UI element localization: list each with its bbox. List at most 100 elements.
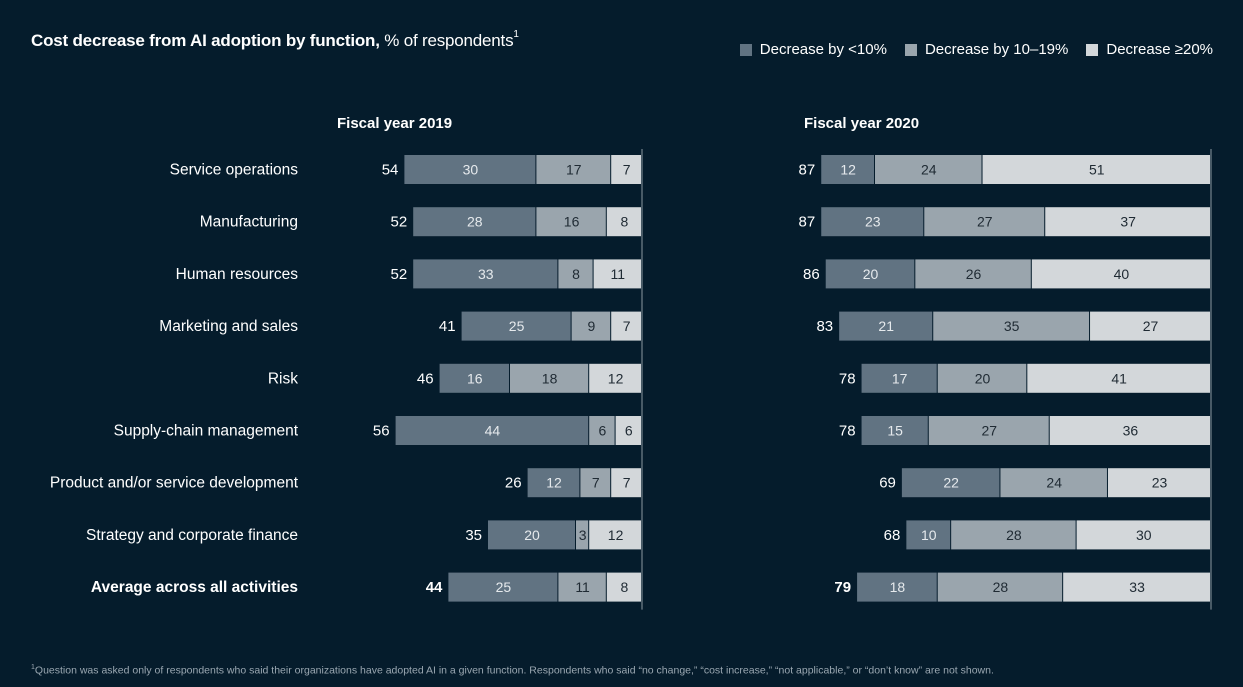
data-label-fiscal-year-2019: 7 <box>623 162 631 178</box>
data-label-fiscal-year-2019: 30 <box>463 162 479 178</box>
data-label-fiscal-year-2020: 21 <box>878 318 894 334</box>
data-label-fiscal-year-2019: 7 <box>592 475 600 491</box>
data-label-fiscal-year-2019: 11 <box>575 579 590 595</box>
bar-segment-fiscal-year-2019 <box>536 155 611 184</box>
bar-segment-fiscal-year-2020 <box>1076 520 1210 550</box>
bar-segment-fiscal-year-2019 <box>606 572 641 602</box>
bar-segment-fiscal-year-2019 <box>413 207 536 237</box>
data-label-fiscal-year-2019: 16 <box>467 370 483 386</box>
data-label-fiscal-year-2019: 7 <box>623 318 631 334</box>
total-label-fiscal-year-2019: 56 <box>373 423 390 440</box>
category-label-service-operations: Service operations <box>170 162 299 179</box>
footnote-marker: 1 <box>31 664 35 671</box>
bar-segment-fiscal-year-2020 <box>901 468 1000 498</box>
bar-segment-fiscal-year-2020 <box>821 155 874 184</box>
data-label-fiscal-year-2019: 44 <box>485 423 501 439</box>
footnote: 1Question was asked only of respondents … <box>31 664 994 677</box>
legend-label-under-10: Decrease by <10% <box>759 41 887 58</box>
bar-segment-fiscal-year-2019 <box>413 259 558 289</box>
data-label-fiscal-year-2020: 27 <box>981 423 997 439</box>
bar-segment-fiscal-year-2020 <box>937 363 1027 393</box>
bar-segment-fiscal-year-2019 <box>593 259 641 289</box>
bar-segment-fiscal-year-2020 <box>839 311 933 341</box>
total-label-fiscal-year-2019: 44 <box>426 579 443 596</box>
bar-segment-fiscal-year-2019 <box>589 520 641 550</box>
category-label-average-across-all-activities: Average across all activities <box>91 579 298 596</box>
data-label-fiscal-year-2020: 28 <box>993 579 1009 595</box>
legend-item-under-10: Decrease by <10% <box>739 41 887 58</box>
data-label-fiscal-year-2020: 22 <box>943 475 959 491</box>
legend-swatch-under-10 <box>739 43 752 56</box>
bar-segment-fiscal-year-2019 <box>488 520 575 550</box>
data-label-fiscal-year-2019: 8 <box>572 266 580 282</box>
panel-title-fiscal-year-2019: Fiscal year 2019 <box>337 115 452 132</box>
total-label-fiscal-year-2019: 46 <box>417 370 434 387</box>
data-label-fiscal-year-2019: 20 <box>524 527 540 543</box>
data-label-fiscal-year-2020: 12 <box>840 162 856 178</box>
bar-segment-fiscal-year-2019 <box>589 416 615 445</box>
bar-segment-fiscal-year-2019 <box>404 155 536 184</box>
total-label-fiscal-year-2019: 26 <box>505 475 522 492</box>
bar-segment-fiscal-year-2019 <box>448 572 558 602</box>
category-label-risk: Risk <box>268 370 298 387</box>
bar-segment-fiscal-year-2019 <box>611 155 641 184</box>
chart-title-unit: % of respondents <box>379 31 514 50</box>
data-label-fiscal-year-2020: 20 <box>863 266 879 282</box>
bar-segment-fiscal-year-2020 <box>906 520 951 550</box>
bar-segment-fiscal-year-2020 <box>1031 259 1210 289</box>
chart-title-main: Cost decrease from AI adoption by functi… <box>31 31 380 50</box>
data-label-fiscal-year-2020: 26 <box>966 266 982 282</box>
bar-segment-fiscal-year-2019 <box>439 363 509 393</box>
title-footnote-marker: 1 <box>513 29 519 41</box>
total-label-fiscal-year-2020: 78 <box>839 423 856 440</box>
total-label-fiscal-year-2019: 52 <box>391 266 408 283</box>
legend: Decrease by <10% Decrease by 10–19% Decr… <box>739 41 1213 58</box>
data-label-fiscal-year-2019: 7 <box>623 475 631 491</box>
data-label-fiscal-year-2020: 23 <box>1152 475 1168 491</box>
bar-segment-fiscal-year-2019 <box>527 468 580 498</box>
data-label-fiscal-year-2020: 24 <box>921 162 937 178</box>
bar-segment-fiscal-year-2019 <box>611 311 641 341</box>
bar-segment-fiscal-year-2020 <box>1107 468 1210 498</box>
bar-segment-fiscal-year-2019 <box>576 520 589 550</box>
bar-segment-fiscal-year-2020 <box>937 572 1063 602</box>
data-label-fiscal-year-2019: 16 <box>564 214 580 230</box>
data-label-fiscal-year-2019: 12 <box>608 370 624 386</box>
footnote-text: Question was asked only of respondents w… <box>34 664 994 677</box>
category-label-marketing-and-sales: Marketing and sales <box>159 318 298 335</box>
bar-segment-fiscal-year-2020 <box>1049 416 1210 445</box>
data-label-fiscal-year-2020: 41 <box>1111 370 1127 386</box>
bar-segment-fiscal-year-2020 <box>825 259 915 289</box>
bar-segment-fiscal-year-2020 <box>1027 363 1210 393</box>
category-label-product-and-or-service-development: Product and/or service development <box>50 475 299 492</box>
data-label-fiscal-year-2020: 10 <box>921 527 937 543</box>
total-label-fiscal-year-2020: 79 <box>834 579 851 596</box>
data-label-fiscal-year-2019: 9 <box>588 318 596 334</box>
total-label-fiscal-year-2020: 78 <box>839 370 856 387</box>
data-label-fiscal-year-2019: 3 <box>579 527 587 543</box>
data-label-fiscal-year-2019: 11 <box>611 266 626 282</box>
data-label-fiscal-year-2020: 20 <box>975 370 991 386</box>
total-label-fiscal-year-2020: 68 <box>884 527 901 544</box>
total-label-fiscal-year-2019: 41 <box>439 318 456 335</box>
data-label-fiscal-year-2019: 12 <box>608 527 624 543</box>
total-label-fiscal-year-2020: 83 <box>816 318 833 335</box>
bar-segment-fiscal-year-2020 <box>861 416 928 445</box>
legend-swatch-10-19 <box>904 43 917 56</box>
bar-segment-fiscal-year-2019 <box>536 207 606 237</box>
data-label-fiscal-year-2020: 35 <box>1004 318 1020 334</box>
legend-item-20-plus: Decrease ≥20% <box>1086 41 1213 58</box>
total-label-fiscal-year-2019: 52 <box>391 214 408 231</box>
bar-segment-fiscal-year-2019 <box>589 363 641 393</box>
data-label-fiscal-year-2020: 51 <box>1089 162 1105 178</box>
data-label-fiscal-year-2019: 28 <box>467 214 483 230</box>
data-label-fiscal-year-2019: 33 <box>478 266 494 282</box>
data-label-fiscal-year-2020: 18 <box>890 579 906 595</box>
legend-label-20-plus: Decrease ≥20% <box>1106 41 1213 58</box>
bar-segment-fiscal-year-2020 <box>1045 207 1210 237</box>
category-label-supply-chain-management: Supply-chain management <box>114 423 299 440</box>
bar-segment-fiscal-year-2020 <box>933 311 1090 341</box>
bar-segment-fiscal-year-2020 <box>861 363 937 393</box>
